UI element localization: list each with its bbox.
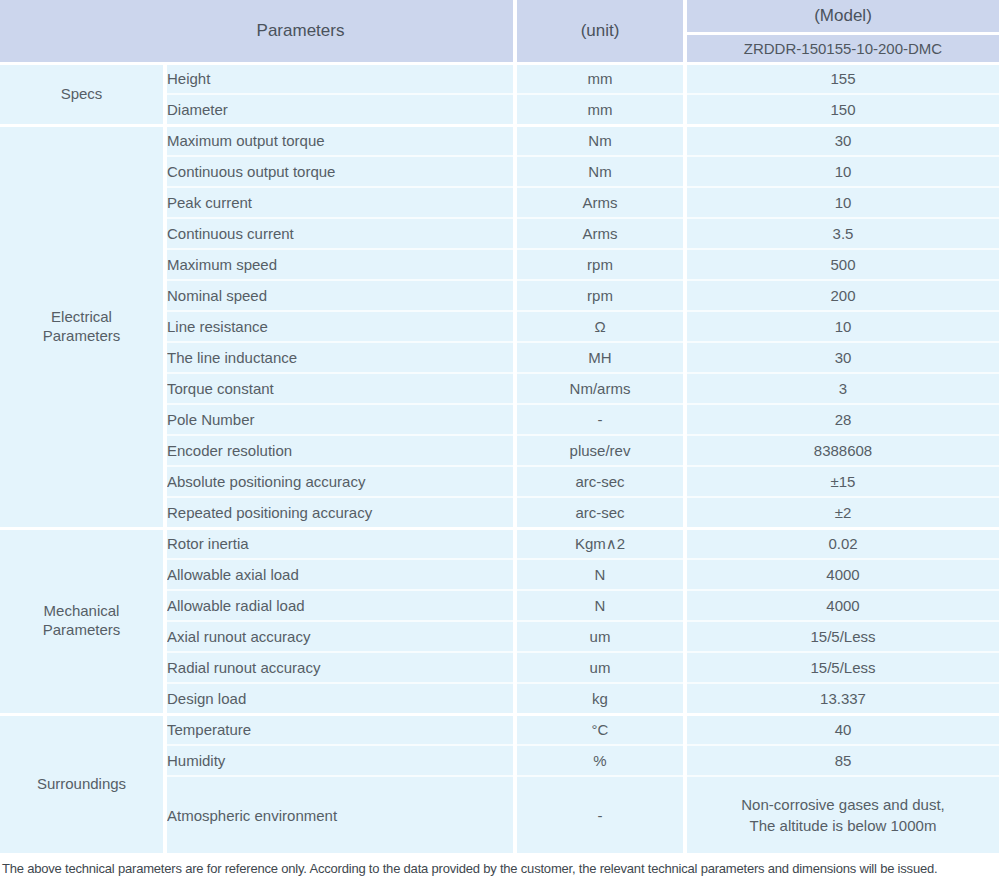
group-cell-surroundings: Surroundings bbox=[0, 714, 165, 853]
unit-cell: arc-sec bbox=[515, 466, 685, 497]
param-cell: Line resistance bbox=[165, 311, 515, 342]
value-cell: 85 bbox=[685, 745, 999, 776]
param-cell: Peak current bbox=[165, 187, 515, 218]
table-row: Surroundings Temperature °C 40 bbox=[0, 714, 999, 745]
param-cell: Nominal speed bbox=[165, 280, 515, 311]
param-cell: The line inductance bbox=[165, 342, 515, 373]
spec-table: Parameters (unit) (Model) ZRDDR-150155-1… bbox=[0, 0, 999, 853]
value-cell: 200 bbox=[685, 280, 999, 311]
value-cell: 4000 bbox=[685, 590, 999, 621]
param-cell: Torque constant bbox=[165, 373, 515, 404]
value-cell: 0.02 bbox=[685, 528, 999, 559]
param-cell: Allowable radial load bbox=[165, 590, 515, 621]
param-cell: Radial runout accuracy bbox=[165, 652, 515, 683]
unit-cell: mm bbox=[515, 94, 685, 125]
param-cell: Temperature bbox=[165, 714, 515, 745]
header-model-number: ZRDDR-150155-10-200-DMC bbox=[685, 33, 999, 63]
value-cell: 13.337 bbox=[685, 683, 999, 714]
value-cell: 500 bbox=[685, 249, 999, 280]
unit-cell: rpm bbox=[515, 280, 685, 311]
table-row: Electrical Parameters Maximum output tor… bbox=[0, 125, 999, 156]
table-body: Specs Height mm 155 Diameter mm 150 Elec… bbox=[0, 63, 999, 853]
unit-cell: kg bbox=[515, 683, 685, 714]
value-cell: 28 bbox=[685, 404, 999, 435]
unit-cell: N bbox=[515, 559, 685, 590]
value-cell: 3 bbox=[685, 373, 999, 404]
unit-cell: Nm bbox=[515, 125, 685, 156]
table-row: Mechanical Parameters Rotor inertia Kgm∧… bbox=[0, 528, 999, 559]
unit-cell: rpm bbox=[515, 249, 685, 280]
param-cell: Axial runout accuracy bbox=[165, 621, 515, 652]
param-cell: Encoder resolution bbox=[165, 435, 515, 466]
value-cell: 30 bbox=[685, 342, 999, 373]
header-model: (Model) bbox=[685, 0, 999, 33]
header-row-1: Parameters (unit) (Model) bbox=[0, 0, 999, 33]
param-cell: Pole Number bbox=[165, 404, 515, 435]
group-cell-electrical: Electrical Parameters bbox=[0, 125, 165, 528]
unit-cell: pluse/rev bbox=[515, 435, 685, 466]
value-cell: 8388608 bbox=[685, 435, 999, 466]
param-cell: Maximum output torque bbox=[165, 125, 515, 156]
spec-sheet-page: Parameters (unit) (Model) ZRDDR-150155-1… bbox=[0, 0, 999, 876]
value-cell: 40 bbox=[685, 714, 999, 745]
unit-cell: N bbox=[515, 590, 685, 621]
value-cell: 10 bbox=[685, 311, 999, 342]
value-cell: 155 bbox=[685, 63, 999, 94]
param-cell: Design load bbox=[165, 683, 515, 714]
value-cell: 10 bbox=[685, 156, 999, 187]
param-cell: Humidity bbox=[165, 745, 515, 776]
param-cell: Repeated positioning accuracy bbox=[165, 497, 515, 528]
param-cell: Rotor inertia bbox=[165, 528, 515, 559]
unit-cell: °C bbox=[515, 714, 685, 745]
table-row: Specs Height mm 155 bbox=[0, 63, 999, 94]
value-cell: 15/5/Less bbox=[685, 621, 999, 652]
unit-cell: Arms bbox=[515, 187, 685, 218]
unit-cell: MH bbox=[515, 342, 685, 373]
param-cell: Maximum speed bbox=[165, 249, 515, 280]
unit-cell: Nm bbox=[515, 156, 685, 187]
value-cell: ±15 bbox=[685, 466, 999, 497]
unit-cell: mm bbox=[515, 63, 685, 94]
param-cell: Absolute positioning accuracy bbox=[165, 466, 515, 497]
unit-cell: - bbox=[515, 404, 685, 435]
param-cell: Diameter bbox=[165, 94, 515, 125]
param-cell: Continuous output torque bbox=[165, 156, 515, 187]
unit-cell: Arms bbox=[515, 218, 685, 249]
header-unit: (unit) bbox=[515, 0, 685, 63]
param-cell: Allowable axial load bbox=[165, 559, 515, 590]
value-cell: 30 bbox=[685, 125, 999, 156]
unit-cell: Nm/arms bbox=[515, 373, 685, 404]
unit-cell: % bbox=[515, 745, 685, 776]
value-cell: ±2 bbox=[685, 497, 999, 528]
unit-cell: um bbox=[515, 621, 685, 652]
value-cell: 10 bbox=[685, 187, 999, 218]
unit-cell: Kgm∧2 bbox=[515, 528, 685, 559]
param-cell: Height bbox=[165, 63, 515, 94]
value-cell: 150 bbox=[685, 94, 999, 125]
table-header: Parameters (unit) (Model) ZRDDR-150155-1… bbox=[0, 0, 999, 63]
unit-cell: Ω bbox=[515, 311, 685, 342]
value-cell: Non-corrosive gases and dust, The altitu… bbox=[685, 776, 999, 853]
group-cell-mechanical: Mechanical Parameters bbox=[0, 528, 165, 714]
unit-cell: - bbox=[515, 776, 685, 853]
value-cell: 4000 bbox=[685, 559, 999, 590]
param-cell: Atmospheric environment bbox=[165, 776, 515, 853]
unit-cell: um bbox=[515, 652, 685, 683]
value-cell: 15/5/Less bbox=[685, 652, 999, 683]
footnote-text: The above technical parameters are for r… bbox=[0, 861, 999, 876]
param-cell: Continuous current bbox=[165, 218, 515, 249]
value-cell: 3.5 bbox=[685, 218, 999, 249]
group-cell-specs: Specs bbox=[0, 63, 165, 125]
header-parameters: Parameters bbox=[0, 0, 515, 63]
unit-cell: arc-sec bbox=[515, 497, 685, 528]
